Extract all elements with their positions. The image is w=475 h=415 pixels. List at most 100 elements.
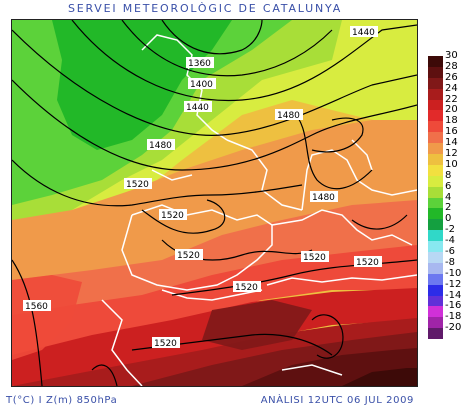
legend-swatch <box>428 295 443 307</box>
legend-swatch <box>428 197 443 209</box>
contour-label-1520: 1520 <box>356 258 379 268</box>
legend-swatch <box>428 56 443 67</box>
legend-label: 30 <box>445 50 458 61</box>
legend-label: 16 <box>445 126 458 138</box>
legend-label: 10 <box>445 158 458 170</box>
legend-item: 28 <box>428 61 474 78</box>
legend-swatch <box>428 143 443 155</box>
legend-label: -18 <box>445 311 462 323</box>
legend-swatch <box>428 306 443 318</box>
legend-item: -14 <box>428 290 474 307</box>
legend-item: 22 <box>428 94 474 111</box>
legend-label: -16 <box>445 300 462 312</box>
legend-item: 10 <box>428 159 474 176</box>
legend-item: 30 <box>428 50 474 67</box>
legend-swatch <box>428 121 443 133</box>
legend-item: -4 <box>428 235 474 253</box>
legend-item: 14 <box>428 137 474 155</box>
analysis-time: ANÀLISI 12UTC 06 JUL 2009 <box>260 395 414 406</box>
legend-label: 2 <box>445 202 452 214</box>
legend-item: 20 <box>428 104 474 122</box>
coastlines <box>101 34 417 386</box>
contour-label-1360: 1360 <box>188 59 211 69</box>
legend-swatch <box>428 208 443 220</box>
legend-label: -6 <box>445 246 455 258</box>
variable-label: T(°C) I Z(m) 850hPa <box>6 395 118 406</box>
legend-swatch <box>428 66 443 78</box>
legend-item: 18 <box>428 115 474 133</box>
legend-item: 16 <box>428 126 474 144</box>
contour-labels: 1360 1400 1440 1440 1480 1480 1480 1520 … <box>23 26 382 349</box>
legend-label: -20 <box>445 322 462 334</box>
legend-label: -2 <box>445 224 455 236</box>
legend-item: -12 <box>428 279 474 296</box>
legend-item: 4 <box>428 192 474 209</box>
legend-swatch <box>428 317 443 329</box>
legend-item: -10 <box>428 268 474 285</box>
legend-label: 20 <box>445 104 458 116</box>
legend-swatch <box>428 164 443 176</box>
legend-swatch <box>428 77 443 89</box>
map-title: SERVEI METEOROLÒGIC DE CATALUNYA <box>67 2 343 15</box>
legend-label: 4 <box>445 191 452 203</box>
legend-label: 8 <box>445 169 452 181</box>
contour-label-1520: 1520 <box>303 253 326 263</box>
legend-item: -6 <box>428 246 474 263</box>
legend-item: 2 <box>428 202 474 220</box>
contour-label-1480: 1480 <box>149 141 172 151</box>
temperature-legend: 30 28 26 24 22 20 18 16 14 12 10 8 6 4 2 0 -2 -4 -6 -8 -10 -1… <box>428 50 474 340</box>
legend-label: 0 <box>445 213 452 225</box>
legend-label: 26 <box>445 71 458 83</box>
legend-label: 6 <box>445 180 452 192</box>
legend-swatch <box>428 154 443 165</box>
contour-label-1440: 1440 <box>352 28 375 38</box>
contour-label-1520: 1520 <box>177 251 200 261</box>
contour-label-1480: 1480 <box>312 193 335 203</box>
legend-item: -20 <box>428 322 474 340</box>
legend-label: 28 <box>445 60 458 72</box>
contour-label-1560: 1560 <box>25 302 48 312</box>
contour-label-1440: 1440 <box>186 103 209 113</box>
legend-swatch <box>428 132 443 144</box>
contour-label-1520: 1520 <box>126 180 149 190</box>
legend-swatch <box>428 252 443 263</box>
legend-label: 22 <box>445 93 458 105</box>
legend-swatch <box>428 262 443 274</box>
legend-swatch <box>428 175 443 187</box>
legend-item: 24 <box>428 83 474 100</box>
contour-label-1520: 1520 <box>161 211 184 221</box>
legend-label: -14 <box>445 289 462 301</box>
legend-label: 12 <box>445 148 458 160</box>
legend-label: -12 <box>445 278 462 290</box>
legend-swatch <box>428 328 443 340</box>
legend-swatch <box>428 284 443 296</box>
legend-swatch <box>428 99 443 111</box>
legend-item: -8 <box>428 257 474 274</box>
legend-item: -18 <box>428 311 474 329</box>
legend-swatch <box>428 273 443 285</box>
legend-item: 6 <box>428 181 474 198</box>
legend-item: 12 <box>428 148 474 165</box>
weather-map: 1360 1400 1440 1440 1480 1480 1480 1520 … <box>11 19 418 387</box>
map-canvas: 1360 1400 1440 1440 1480 1480 1480 1520 … <box>12 20 417 386</box>
contour-label-1520: 1520 <box>154 339 177 349</box>
legend-label: 14 <box>445 137 458 149</box>
legend-label: 24 <box>445 82 458 94</box>
legend-swatch <box>428 186 443 198</box>
legend-label: -4 <box>445 235 455 247</box>
legend-swatch <box>428 110 443 122</box>
contour-label-1520: 1520 <box>235 283 258 293</box>
legend-label: -8 <box>445 256 455 268</box>
legend-item: 0 <box>428 213 474 231</box>
legend-item: -16 <box>428 300 474 318</box>
contour-label-1400: 1400 <box>190 80 213 90</box>
legend-label: -10 <box>445 267 462 279</box>
legend-item: 26 <box>428 72 474 89</box>
legend-swatch <box>428 88 443 100</box>
legend-swatch <box>428 219 443 231</box>
legend-item: -2 <box>428 224 474 242</box>
legend-swatch <box>428 241 443 253</box>
legend-item: 8 <box>428 170 474 187</box>
legend-label: 18 <box>445 115 458 127</box>
contour-label-1480: 1480 <box>277 111 300 121</box>
